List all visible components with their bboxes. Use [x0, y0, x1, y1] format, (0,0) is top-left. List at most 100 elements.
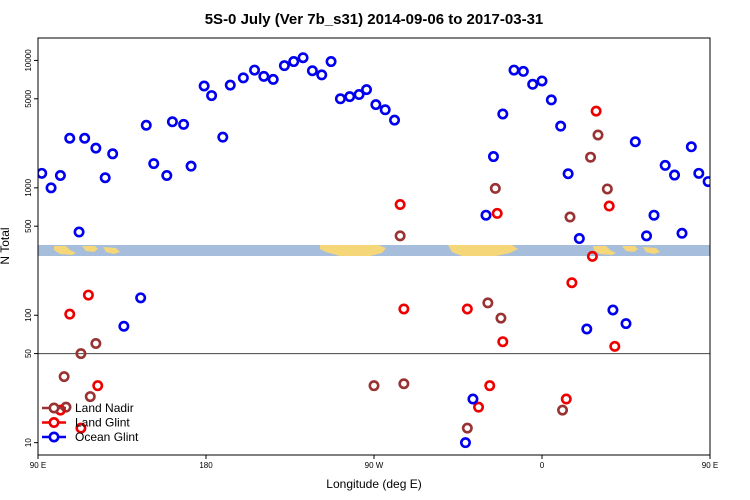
- ocean-glint-point: [379, 104, 391, 116]
- ocean-glint-point: [278, 60, 290, 72]
- ocean-glint-point: [185, 160, 197, 172]
- ocean-glint-point: [135, 292, 147, 304]
- ocean-glint-point: [629, 136, 641, 148]
- ocean-glint-point: [562, 168, 574, 180]
- land-nadir-point: [730, 372, 738, 380]
- ocean-glint-point: [480, 209, 492, 221]
- y-tick-label: 100: [24, 308, 33, 322]
- land-nadir-point: [489, 182, 501, 194]
- y-tick-label: 10: [24, 438, 33, 447]
- ocean-glint-point: [64, 132, 76, 144]
- map-land-borneo-east: [622, 246, 638, 252]
- ocean-glint-point: [206, 90, 218, 102]
- land-glint-point: [738, 310, 746, 318]
- ocean-glint-point: [467, 393, 479, 405]
- ocean-glint-point: [545, 94, 557, 106]
- map-land-africa: [448, 245, 518, 256]
- land-glint-point: [586, 250, 598, 262]
- land-nadir-point: [368, 380, 380, 392]
- ocean-glint-point: [497, 108, 509, 120]
- land-nadir-point: [495, 312, 507, 324]
- ocean-glint-point: [508, 64, 520, 76]
- land-nadir-point: [394, 230, 406, 242]
- ocean-glint-point: [118, 320, 130, 332]
- land-glint-point: [609, 340, 621, 352]
- ocean-glint-point: [99, 172, 111, 184]
- ocean-glint-point: [166, 116, 178, 128]
- land-nadir-point: [75, 348, 87, 360]
- land-glint-point: [484, 380, 496, 392]
- land-nadir-point: [564, 211, 576, 223]
- x-tick-label: 0: [540, 461, 545, 470]
- x-axis-label: Longitude (deg E): [326, 477, 421, 491]
- ocean-glint-point: [459, 437, 471, 449]
- ocean-glint-point: [237, 72, 249, 84]
- legend-label-land-nadir: Land Nadir: [75, 401, 134, 415]
- map-land-south-america: [320, 245, 386, 256]
- ocean-glint-point: [527, 78, 539, 90]
- ocean-glint-point: [713, 169, 721, 177]
- ocean-glint-point: [224, 79, 236, 91]
- ocean-glint-point: [648, 209, 660, 221]
- map-land-borneo: [82, 246, 98, 252]
- legend-label-ocean-glint: Ocean Glint: [75, 430, 139, 444]
- ocean-glint-point: [198, 80, 210, 92]
- map-land-indonesia: [54, 246, 76, 255]
- ocean-glint-point: [344, 91, 356, 103]
- ocean-glint-point: [641, 230, 653, 242]
- land-nadir-point: [84, 391, 96, 403]
- map-land-newguinea: [103, 247, 120, 254]
- y-tick-label: 10000: [24, 49, 33, 72]
- ocean-glint-point: [607, 304, 619, 316]
- x-tick-label: 90 W: [365, 461, 384, 470]
- ocean-glint-point: [581, 323, 593, 335]
- map-land-newguinea-east: [643, 247, 660, 254]
- ocean-glint-point: [702, 176, 710, 188]
- land-nadir-point: [398, 378, 410, 390]
- land-glint-point: [75, 422, 87, 434]
- ocean-glint-point: [370, 99, 382, 111]
- legend-marker-land-nadir: [48, 402, 60, 414]
- ocean-glint-point: [669, 169, 681, 181]
- land-glint-point: [560, 393, 572, 405]
- ocean-glint-point: [620, 318, 632, 330]
- land-glint-point: [398, 303, 410, 315]
- y-tick-label: 1000: [24, 178, 33, 196]
- x-tick-label: 90 E: [702, 461, 718, 470]
- ocean-glint-point: [178, 118, 190, 130]
- y-tick-label: 50: [24, 349, 33, 358]
- x-tick-label: 180: [199, 461, 213, 470]
- land-nadir-point: [461, 422, 473, 434]
- ocean-glint-point: [353, 89, 365, 101]
- land-nadir-point: [557, 404, 569, 416]
- ocean-glint-point: [334, 93, 346, 105]
- ocean-glint-point: [79, 132, 91, 144]
- ocean-glint-point: [316, 69, 328, 81]
- legend-marker-land-glint: [48, 416, 60, 428]
- ocean-glint-point: [723, 183, 731, 191]
- ocean-glint-point: [325, 56, 337, 68]
- map-land-indonesia-east: [593, 246, 616, 255]
- land-glint-point: [394, 199, 406, 211]
- ocean-glint-point: [389, 114, 401, 126]
- legend-label-land-glint: Land Glint: [75, 416, 130, 430]
- ocean-glint-point: [659, 159, 671, 171]
- y-axis-ticks: 10 50 100 500 1000 5000 10000: [24, 49, 38, 447]
- ocean-glint-point: [685, 141, 697, 153]
- points-layer: [38, 52, 746, 449]
- ocean-glint-point: [288, 56, 300, 68]
- land-glint-point: [82, 289, 94, 301]
- chart-title: 5S-0 July (Ver 7b_s31) 2014-09-06 to 201…: [205, 11, 544, 28]
- land-glint-point: [473, 401, 485, 413]
- land-glint-point: [590, 105, 602, 117]
- ocean-glint-point: [487, 151, 499, 163]
- ocean-glint-point: [38, 167, 48, 179]
- map-strip: [38, 245, 710, 256]
- x-axis-ticks: 90 E 180 90 W 0 90 E: [30, 455, 718, 470]
- ocean-glint-point: [297, 52, 309, 64]
- ocean-glint-point: [249, 64, 261, 76]
- ocean-glint-point: [517, 65, 529, 77]
- ocean-glint-point: [107, 148, 119, 160]
- ocean-glint-point: [161, 169, 173, 181]
